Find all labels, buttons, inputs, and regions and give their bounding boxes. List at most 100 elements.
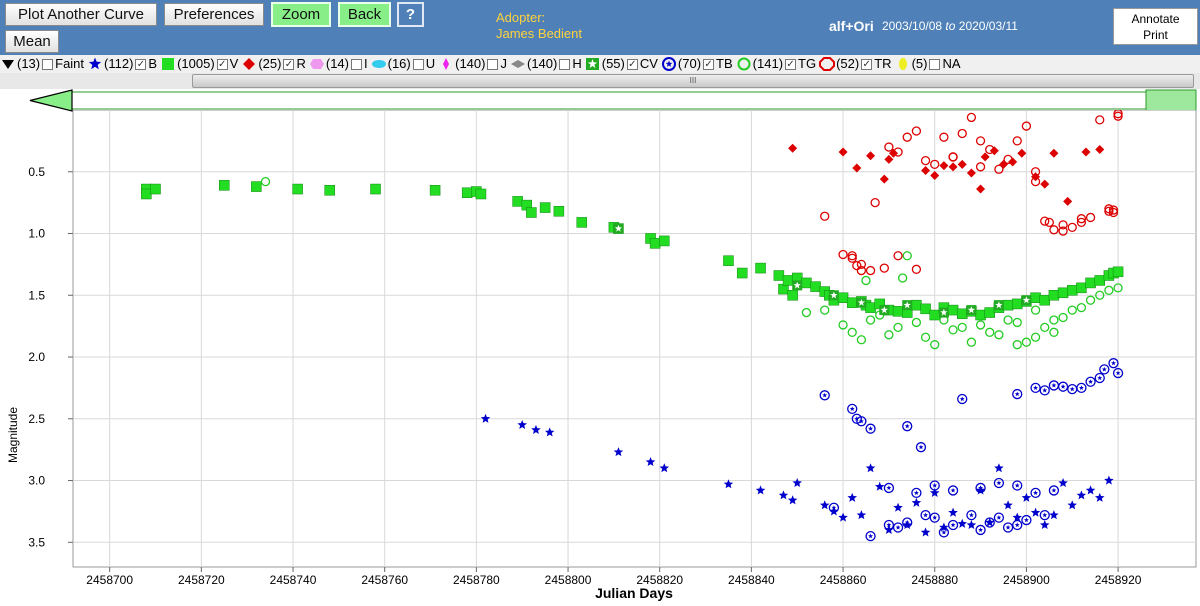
- data-point-tg: [1076, 302, 1087, 313]
- scrollbar-thumb[interactable]: III: [192, 74, 1194, 88]
- data-point-r: [1031, 172, 1041, 182]
- series-b: [480, 413, 1114, 537]
- star-icon: [88, 57, 102, 70]
- data-point-tg: [893, 322, 903, 333]
- date-range: 2003/10/08 to 2020/03/11: [882, 19, 1018, 33]
- data-point-v: [1112, 266, 1124, 278]
- data-point-r: [939, 161, 949, 171]
- series-cv: [613, 223, 1032, 318]
- data-point-tr: [975, 162, 986, 172]
- data-point-tr: [1012, 136, 1022, 146]
- data-point-tr: [1104, 206, 1114, 216]
- data-point-b: [856, 510, 867, 520]
- x-tick-label: 2458820: [636, 573, 683, 587]
- help-button[interactable]: ?: [397, 2, 424, 27]
- zoom-left-handle-icon[interactable]: [29, 89, 73, 112]
- data-point-v: [787, 290, 798, 301]
- legend-item-u: (16) U: [371, 55, 435, 73]
- legend-checkbox-tg[interactable]: ✓: [785, 58, 797, 70]
- data-point-tg: [966, 337, 977, 347]
- data-point-tb: [929, 512, 940, 523]
- data-point-b: [902, 520, 912, 530]
- data-point-v: [1076, 282, 1087, 294]
- data-point-cv: [856, 297, 867, 308]
- data-point-tr: [893, 147, 903, 157]
- data-point-b: [829, 506, 839, 516]
- data-point-v: [755, 262, 766, 274]
- legend-checkbox-na[interactable]: [929, 58, 941, 70]
- legend-checkbox-b[interactable]: ✓: [135, 58, 147, 70]
- legend-checkbox-v[interactable]: ✓: [216, 58, 228, 70]
- legend-count: (25): [258, 56, 282, 71]
- data-point-b: [723, 479, 734, 489]
- data-point-tb: [856, 416, 867, 427]
- zoom-range-bar[interactable]: [0, 89, 1200, 112]
- mean-button[interactable]: Mean: [5, 30, 59, 53]
- data-point-v: [150, 183, 161, 195]
- data-point-v: [911, 299, 922, 311]
- data-point-cv: [993, 300, 1004, 311]
- data-point-tb: [1030, 382, 1041, 394]
- star-square-icon: [585, 58, 599, 70]
- data-point-tb: [1002, 522, 1014, 533]
- star-name: alf+Ori: [829, 18, 874, 34]
- plot-another-curve-button[interactable]: Plot Another Curve: [5, 3, 157, 26]
- data-point-v: [929, 309, 940, 321]
- legend-checkbox-tb[interactable]: ✓: [703, 58, 715, 70]
- data-point-r: [948, 162, 958, 172]
- x-tick-label: 2458880: [911, 573, 958, 587]
- zoom-right-handle[interactable]: [1145, 89, 1197, 112]
- data-point-v: [865, 302, 876, 313]
- circle-icon: [737, 57, 751, 71]
- legend-item-na: (5) NA: [895, 55, 961, 73]
- data-point-v: [553, 206, 565, 217]
- legend-checkbox-tr[interactable]: ✓: [861, 58, 873, 70]
- legend-checkbox-faint[interactable]: [42, 58, 54, 70]
- legend-count: (141): [752, 56, 784, 71]
- legend-checkbox-j[interactable]: [487, 58, 499, 70]
- data-point-tg: [920, 332, 931, 342]
- legend-checkbox-h[interactable]: [559, 58, 571, 70]
- data-point-tb: [915, 442, 927, 453]
- data-point-b: [984, 517, 995, 527]
- data-point-b: [819, 500, 830, 510]
- x-tick-label: 2458920: [1095, 573, 1142, 587]
- data-point-b: [1049, 510, 1059, 520]
- data-point-b: [480, 413, 491, 423]
- data-point-tg: [1049, 327, 1059, 337]
- data-point-tb: [1048, 485, 1060, 496]
- data-point-tr: [1003, 154, 1013, 165]
- data-point-tr: [1044, 217, 1054, 228]
- data-point-tb: [902, 421, 913, 432]
- data-point-v: [576, 217, 588, 228]
- data-point-v: [1048, 290, 1060, 301]
- data-point-tg: [820, 305, 830, 315]
- data-point-b: [893, 502, 903, 512]
- zoom-button[interactable]: Zoom: [271, 2, 331, 27]
- legend-checkbox-r[interactable]: ✓: [283, 58, 295, 70]
- data-point-tr: [1021, 121, 1032, 131]
- data-point-cv: [938, 307, 949, 318]
- data-point-b: [994, 463, 1004, 473]
- data-point-b: [874, 481, 885, 491]
- data-point-tr: [1049, 225, 1059, 235]
- data-point-tr: [856, 265, 867, 276]
- data-point-v: [219, 180, 230, 191]
- toolbar: Plot Another Curve Preferences Zoom Back…: [0, 0, 1200, 55]
- x-tick-label: 2458900: [1003, 573, 1050, 587]
- legend-item-r: (25) ✓ R: [241, 55, 306, 73]
- legend-checkbox-u[interactable]: [412, 58, 424, 70]
- legend-checkbox-i[interactable]: [350, 58, 362, 70]
- back-button[interactable]: Back: [338, 2, 391, 27]
- data-point-tb: [1108, 358, 1119, 369]
- data-point-tr: [1095, 115, 1105, 125]
- data-point-cv: [828, 290, 839, 301]
- time-scrollbar[interactable]: III: [0, 73, 1200, 89]
- legend-checkbox-cv[interactable]: ✓: [626, 58, 638, 70]
- preferences-button[interactable]: Preferences: [164, 3, 264, 26]
- data-point-b: [1104, 475, 1114, 485]
- y-tick-label: 0.5: [28, 165, 45, 179]
- data-point-tg: [1003, 315, 1013, 325]
- data-point-v: [736, 267, 748, 279]
- annotate-print-button[interactable]: Annotate Print: [1113, 8, 1198, 45]
